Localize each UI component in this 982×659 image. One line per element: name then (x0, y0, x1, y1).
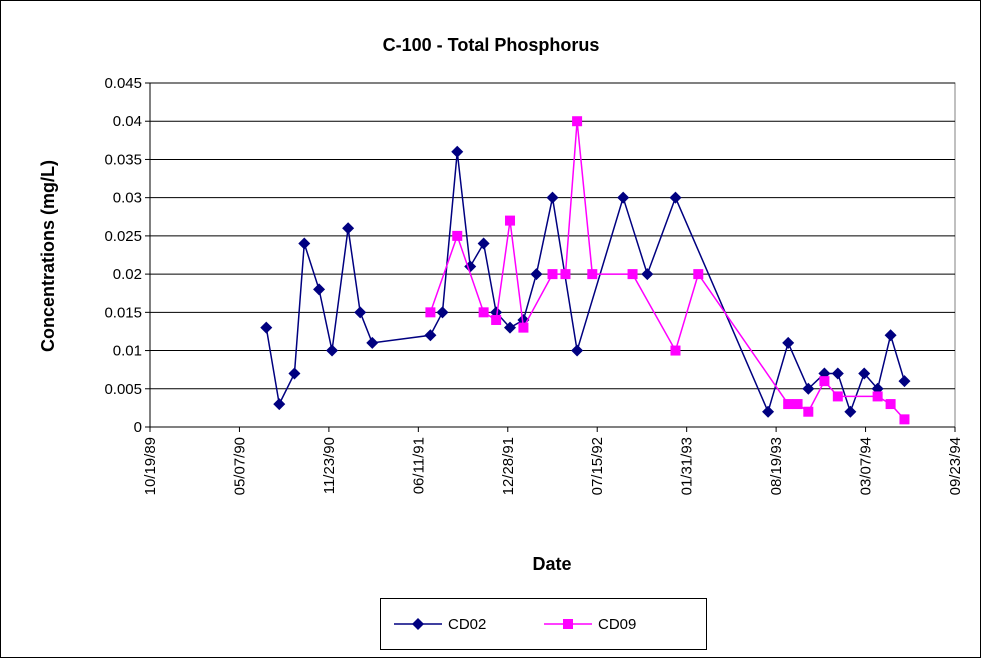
marker (530, 268, 543, 281)
marker (641, 268, 654, 281)
marker (326, 344, 339, 357)
marker (572, 116, 583, 127)
marker (424, 329, 437, 342)
marker (342, 222, 355, 235)
x-tick-label: 07/15/92 (589, 437, 606, 495)
marker (587, 269, 598, 280)
x-tick-label: 11/23/90 (321, 437, 338, 494)
marker (505, 215, 516, 226)
x-tick-label: 12/28/91 (500, 437, 517, 495)
marker (260, 321, 273, 334)
y-tick-label: 0.025 (104, 228, 142, 245)
marker (832, 391, 843, 402)
marker (504, 321, 517, 334)
marker (783, 399, 794, 410)
marker (288, 367, 301, 380)
marker (872, 391, 883, 402)
marker (560, 269, 571, 280)
x-tick-label: 09/23/94 (947, 437, 964, 495)
y-tick-label: 0.045 (104, 75, 142, 92)
marker (546, 191, 559, 204)
marker (452, 230, 463, 241)
y-tick-label: 0.04 (113, 113, 142, 130)
marker (693, 269, 704, 280)
marker (313, 283, 326, 296)
x-tick-label: 06/11/91 (410, 437, 427, 494)
marker (425, 307, 436, 318)
marker (518, 322, 529, 333)
marker (478, 307, 489, 318)
x-axis-label: Date (532, 554, 571, 574)
marker (547, 269, 558, 280)
marker (802, 382, 815, 395)
x-tick-label: 03/07/94 (858, 437, 875, 495)
marker (273, 398, 286, 411)
legend-marker (563, 619, 573, 629)
y-tick-label: 0 (134, 419, 142, 436)
legend-marker (412, 618, 424, 630)
marker (858, 367, 871, 380)
marker (477, 237, 490, 250)
marker (366, 336, 379, 349)
marker (831, 367, 844, 380)
marker (491, 314, 502, 325)
marker (436, 306, 449, 319)
legend-label: CD09 (598, 616, 636, 633)
x-tick-label: 01/31/93 (679, 437, 696, 495)
x-tick-label: 08/19/93 (768, 437, 785, 495)
x-tick-label: 05/07/90 (231, 437, 248, 495)
marker (898, 375, 911, 388)
y-tick-label: 0.015 (104, 304, 142, 321)
marker (885, 399, 896, 410)
legend-label: CD02 (448, 616, 486, 633)
marker (844, 405, 857, 418)
marker (627, 269, 638, 280)
chart-title: C-100 - Total Phosphorus (383, 35, 600, 55)
marker (803, 406, 814, 417)
marker (782, 336, 795, 349)
marker (669, 191, 682, 204)
marker (899, 414, 910, 425)
marker (670, 345, 681, 356)
marker (451, 145, 464, 158)
marker (762, 405, 775, 418)
marker (884, 329, 897, 342)
y-axis-label: Concentrations (mg/L) (38, 160, 58, 352)
marker (819, 376, 830, 387)
x-tick-label: 10/19/89 (142, 437, 159, 495)
marker (354, 306, 367, 319)
y-tick-label: 0.02 (113, 266, 142, 283)
marker (617, 191, 630, 204)
y-tick-label: 0.01 (113, 343, 142, 360)
y-tick-label: 0.035 (104, 151, 142, 168)
y-tick-label: 0.005 (104, 381, 142, 398)
marker (792, 399, 803, 410)
marker (571, 344, 584, 357)
y-tick-label: 0.03 (113, 190, 142, 207)
marker (298, 237, 311, 250)
